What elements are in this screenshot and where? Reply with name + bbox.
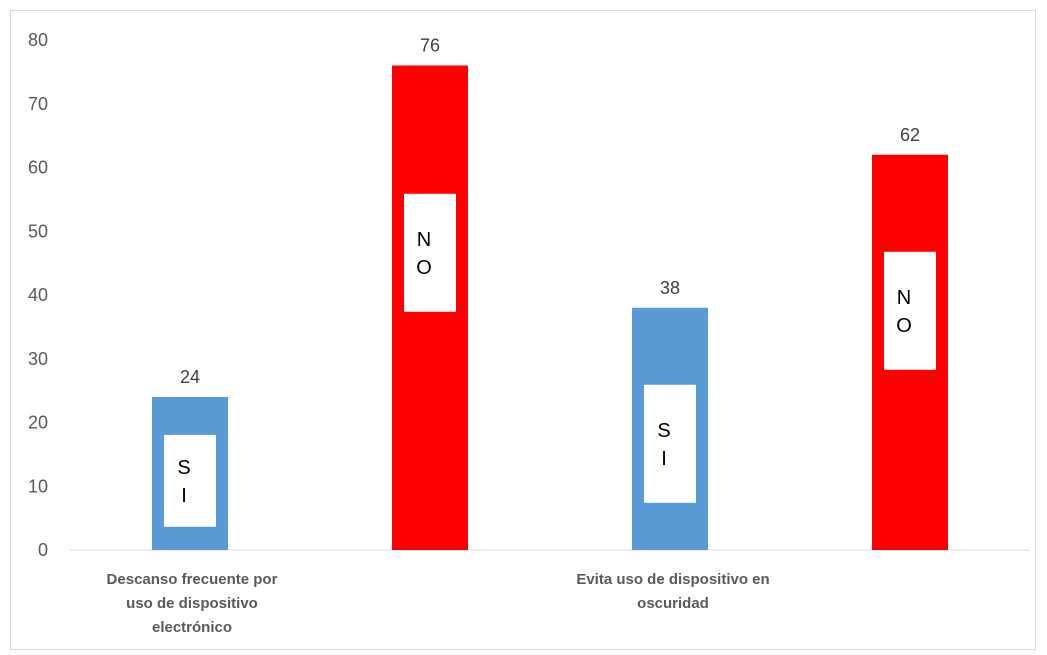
y-axis-ticks: 0 10 20 30 40 50 60 70 80 — [28, 30, 48, 560]
inbar-label-text: S — [657, 420, 670, 442]
category-label: Evita uso de dispositivo en — [576, 571, 769, 588]
inbar-label-box — [644, 384, 696, 503]
category-label: uso de dispositivo — [126, 595, 258, 612]
inbar-label-text: S — [177, 457, 190, 479]
y-tick-label: 40 — [28, 285, 48, 305]
category-label: oscuridad — [637, 595, 709, 612]
data-label: 76 — [420, 36, 440, 56]
inbar-label-box — [164, 434, 216, 527]
y-tick-label: 30 — [28, 349, 48, 369]
data-label: 62 — [900, 125, 920, 145]
data-label: 24 — [180, 367, 200, 387]
inbar-label-text: N — [897, 287, 911, 309]
y-tick-label: 80 — [28, 30, 48, 50]
y-tick-label: 10 — [28, 476, 48, 496]
inbar-label-text: O — [896, 315, 912, 337]
data-label: 38 — [660, 278, 680, 298]
inbar-label-box — [884, 251, 936, 370]
inbar-label-box — [404, 193, 456, 312]
inbar-label-text: I — [661, 448, 667, 470]
inbar-label-text: N — [417, 229, 431, 251]
inbar-label-text: O — [416, 257, 432, 279]
y-tick-label: 60 — [28, 158, 48, 178]
y-tick-label: 50 — [28, 221, 48, 241]
category-labels: Descanso frecuente por uso de dispositivo… — [107, 571, 770, 636]
category-label: Descanso frecuente por — [107, 571, 278, 588]
inbar-label-text: I — [181, 485, 187, 507]
y-tick-label: 20 — [28, 413, 48, 433]
category-label: electrónico — [152, 619, 232, 636]
y-tick-label: 0 — [38, 540, 48, 560]
y-tick-label: 70 — [28, 94, 48, 114]
